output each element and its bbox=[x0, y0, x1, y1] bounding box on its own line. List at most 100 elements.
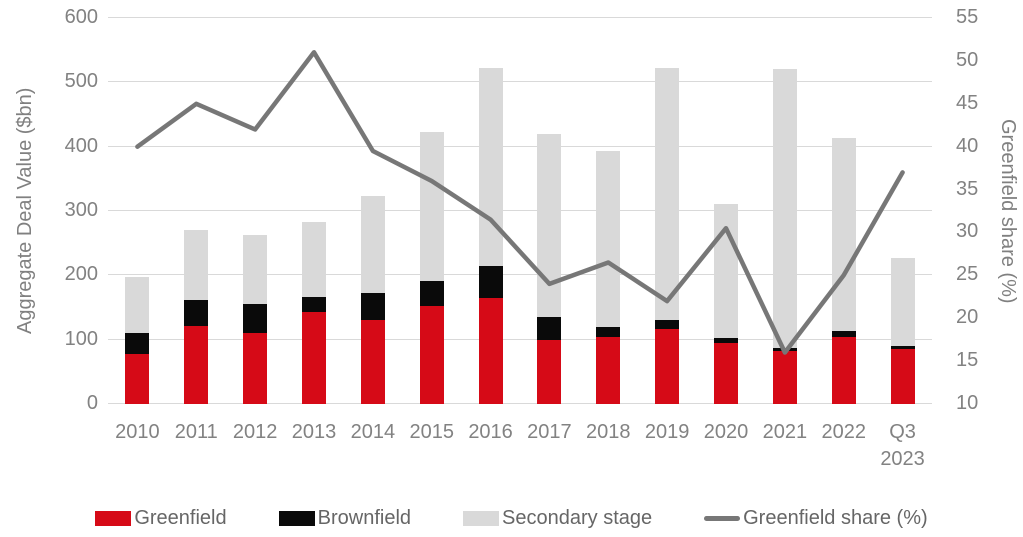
legend-swatch-greenfield bbox=[95, 511, 132, 526]
legend-item-secondary-stage: Secondary stage bbox=[463, 507, 652, 530]
bar-segment-greenfield bbox=[243, 333, 268, 404]
bar-segment-brownfield bbox=[302, 297, 326, 313]
bar-segment-secondary-stage bbox=[184, 230, 209, 301]
gridline bbox=[108, 403, 932, 404]
gridline bbox=[108, 81, 932, 83]
y-tick-label: 55 bbox=[956, 6, 979, 29]
gridline bbox=[108, 210, 932, 211]
y-tick-label: 15 bbox=[956, 349, 979, 372]
bar-segment-secondary-stage bbox=[772, 68, 797, 349]
bar-2011 bbox=[184, 230, 209, 404]
bar-2018 bbox=[596, 150, 621, 404]
bar-segment-brownfield bbox=[537, 317, 562, 340]
y-tick-label: 50 bbox=[956, 48, 979, 71]
bar-segment-greenfield bbox=[302, 312, 326, 404]
bar-segment-brownfield bbox=[596, 327, 621, 338]
legend-label: Brownfield bbox=[317, 507, 412, 529]
bar-2014 bbox=[360, 195, 385, 404]
gridline bbox=[108, 145, 932, 147]
y-tick-label: 400 bbox=[64, 134, 98, 157]
y-tick-label: 30 bbox=[956, 220, 979, 243]
bar-2020 bbox=[714, 203, 738, 404]
x-tick-label-2018: 2018 bbox=[586, 421, 631, 443]
bar-segment-secondary-stage bbox=[125, 277, 150, 334]
x-tick-label-2012: 2012 bbox=[232, 421, 278, 443]
bar-segment-brownfield bbox=[184, 300, 209, 326]
y-tick-label: 500 bbox=[64, 70, 98, 93]
bar-segment-secondary-stage bbox=[302, 221, 326, 298]
x-tick-label-2022: 2022 bbox=[821, 421, 866, 443]
legend-label: Secondary stage bbox=[502, 507, 653, 529]
bar-segment-secondary-stage bbox=[714, 203, 738, 338]
y-tick-label: 100 bbox=[64, 327, 98, 350]
bar-segment-secondary-stage bbox=[243, 235, 268, 304]
bar-segment-secondary-stage bbox=[596, 150, 621, 328]
bar-segment-greenfield bbox=[714, 342, 738, 404]
y-tick-label: 25 bbox=[956, 263, 979, 286]
y-tick-label: 40 bbox=[956, 134, 979, 157]
bar-q3-2023 bbox=[890, 258, 915, 404]
y-tick-label: 300 bbox=[64, 199, 98, 222]
bar-segment-secondary-stage bbox=[655, 68, 680, 321]
bar-2021 bbox=[772, 68, 797, 404]
x-tick-label-q3-2023: Q3 2023 bbox=[880, 421, 925, 470]
legend-item-greenfield-share: Greenfield share (%) bbox=[704, 507, 928, 530]
legend-swatch-greenfield-share bbox=[704, 516, 741, 521]
bar-segment-greenfield bbox=[537, 339, 562, 404]
x-tick-label-2019: 2019 bbox=[644, 421, 690, 443]
bar-2012 bbox=[243, 235, 268, 404]
right-axis-title: Greenfield share (%) bbox=[997, 118, 1019, 304]
legend-label: Greenfield bbox=[134, 507, 227, 529]
bar-segment-secondary-stage bbox=[478, 67, 503, 267]
bar-segment-secondary-stage bbox=[890, 258, 915, 347]
bar-2010 bbox=[125, 277, 150, 404]
bar-segment-greenfield bbox=[125, 353, 150, 404]
legend-swatch-secondary-stage bbox=[463, 511, 500, 526]
x-tick-label-2020: 2020 bbox=[703, 421, 749, 443]
bar-2019 bbox=[655, 68, 680, 404]
bar-segment-brownfield bbox=[655, 320, 680, 329]
right-axis-ticks: 10 15 20 25 30 35 40 45 50 55 bbox=[956, 0, 1022, 537]
gridline bbox=[108, 338, 932, 340]
legend-label: Greenfield share (%) bbox=[743, 507, 928, 529]
share-line-layer bbox=[135, 50, 905, 355]
y-tick-label: 10 bbox=[956, 392, 979, 415]
x-tick-label-2010: 2010 bbox=[115, 421, 160, 443]
gridline bbox=[108, 274, 932, 276]
plot-area bbox=[108, 17, 932, 404]
legend-item-greenfield: Greenfield bbox=[95, 507, 227, 530]
bar-segment-brownfield bbox=[419, 280, 444, 307]
legend: Greenfield Brownfield Secondary stage Green… bbox=[0, 507, 1023, 530]
bar-segment-greenfield bbox=[831, 337, 856, 404]
y-tick-label: 0 bbox=[86, 392, 98, 415]
bar-segment-greenfield bbox=[184, 325, 209, 404]
bar-segment-brownfield bbox=[243, 303, 268, 334]
bar-segment-greenfield bbox=[478, 297, 503, 404]
y-tick-label: 600 bbox=[64, 6, 98, 29]
x-tick-label-2014: 2014 bbox=[350, 421, 396, 443]
bar-2017 bbox=[537, 134, 562, 404]
x-tick-label-2016: 2016 bbox=[468, 421, 513, 443]
x-tick-label-2017: 2017 bbox=[527, 421, 572, 443]
bar-segment-greenfield bbox=[772, 351, 797, 404]
legend-item-brownfield: Brownfield bbox=[278, 507, 412, 530]
bar-segment-greenfield bbox=[419, 306, 444, 404]
bar-segment-greenfield bbox=[655, 328, 680, 404]
bar-segment-greenfield bbox=[596, 337, 621, 404]
bar-segment-secondary-stage bbox=[537, 134, 562, 318]
bar-2016 bbox=[478, 67, 503, 404]
left-axis-ticks: 0 100 200 300 400 500 600 bbox=[0, 0, 98, 537]
bar-segment-secondary-stage bbox=[419, 131, 444, 281]
bar-segment-brownfield bbox=[125, 333, 150, 354]
legend-swatch-brownfield bbox=[278, 511, 315, 526]
y-tick-label: 200 bbox=[64, 263, 98, 286]
bar-segment-brownfield bbox=[360, 293, 385, 321]
x-tick-label-2013: 2013 bbox=[291, 421, 337, 443]
y-tick-label: 20 bbox=[956, 306, 979, 329]
gridline bbox=[108, 17, 932, 18]
bar-segment-secondary-stage bbox=[831, 138, 856, 332]
bar-segment-greenfield bbox=[890, 348, 915, 404]
bar-segment-secondary-stage bbox=[360, 195, 385, 294]
bar-2022 bbox=[831, 138, 856, 404]
